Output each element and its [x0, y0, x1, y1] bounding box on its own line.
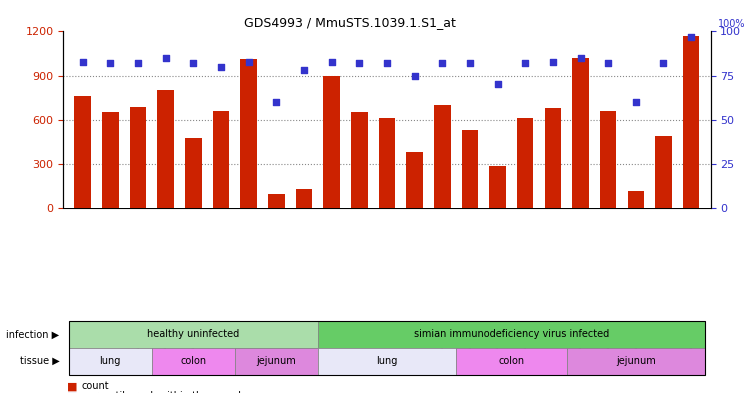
Bar	[323, 75, 340, 208]
Bar	[379, 118, 395, 208]
Bar	[572, 58, 589, 208]
Point	[408, 72, 420, 79]
Point	[187, 60, 199, 66]
Bar	[406, 152, 423, 208]
Bar	[461, 130, 478, 208]
Bar	[545, 108, 561, 208]
Bar	[351, 112, 368, 208]
Bar	[295, 189, 312, 208]
Point	[104, 60, 116, 66]
Point	[547, 58, 559, 64]
Point	[132, 60, 144, 66]
Point	[574, 55, 586, 61]
Bar	[74, 96, 91, 208]
Point	[492, 81, 504, 88]
Point	[519, 60, 531, 66]
Bar	[434, 105, 451, 208]
Text: jejunum: jejunum	[257, 356, 296, 366]
Text: tissue ▶: tissue ▶	[20, 356, 60, 366]
Text: GDS4993 / MmuSTS.1039.1.S1_at: GDS4993 / MmuSTS.1039.1.S1_at	[244, 16, 455, 29]
Bar	[683, 36, 699, 208]
Text: percentile rank within the sample: percentile rank within the sample	[82, 391, 247, 393]
Point	[270, 99, 282, 105]
Bar	[240, 59, 257, 208]
Bar	[157, 90, 174, 208]
Point	[326, 58, 338, 64]
Bar	[655, 136, 672, 208]
Bar	[129, 107, 147, 208]
Text: ■: ■	[67, 391, 77, 393]
Bar	[517, 118, 533, 208]
Bar	[490, 165, 506, 208]
Text: lung: lung	[100, 356, 121, 366]
Point	[630, 99, 642, 105]
Text: 100%: 100%	[717, 18, 744, 29]
Point	[658, 60, 670, 66]
Text: count: count	[82, 381, 109, 391]
Bar	[600, 111, 617, 208]
Point	[160, 55, 172, 61]
Point	[298, 67, 310, 73]
Point	[381, 60, 393, 66]
Point	[436, 60, 448, 66]
Text: jejunum: jejunum	[616, 356, 655, 366]
Bar	[213, 111, 229, 208]
Text: colon: colon	[498, 356, 525, 366]
Text: colon: colon	[180, 356, 206, 366]
Bar	[102, 112, 118, 208]
Text: simian immunodeficiency virus infected: simian immunodeficiency virus infected	[414, 329, 609, 340]
Bar	[268, 193, 284, 208]
Point	[215, 64, 227, 70]
Point	[77, 58, 89, 64]
Point	[464, 60, 476, 66]
Bar	[627, 191, 644, 208]
Text: healthy uninfected: healthy uninfected	[147, 329, 240, 340]
Text: ■: ■	[67, 381, 77, 391]
Point	[243, 58, 254, 64]
Text: lung: lung	[376, 356, 397, 366]
Point	[353, 60, 365, 66]
Bar	[185, 138, 202, 208]
Point	[602, 60, 614, 66]
Point	[685, 33, 697, 40]
Text: infection ▶: infection ▶	[7, 329, 60, 340]
